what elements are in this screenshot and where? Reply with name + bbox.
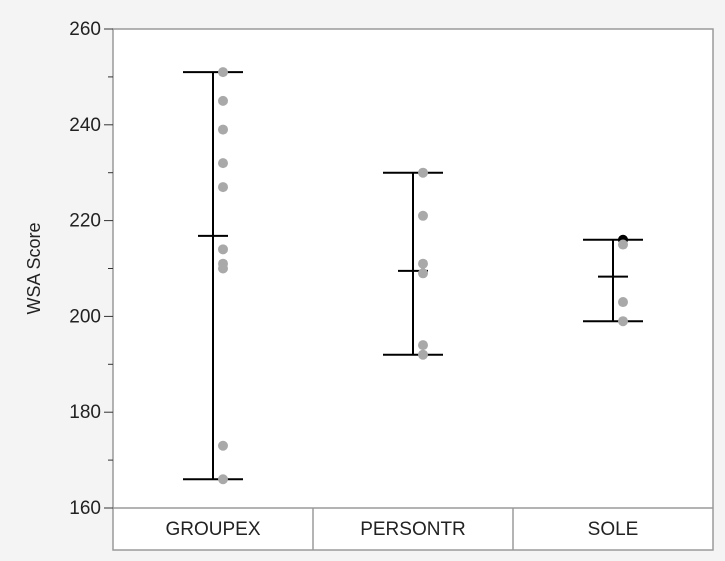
category-label: GROUPEX <box>165 519 260 540</box>
data-point <box>218 263 228 274</box>
data-point <box>218 182 228 193</box>
data-point <box>418 258 428 269</box>
y-axis-title: WSA Score <box>24 222 44 314</box>
marks <box>183 67 643 485</box>
data-point <box>218 67 228 78</box>
y-tick-label: 260 <box>69 19 101 40</box>
group-sole <box>583 234 643 327</box>
data-point <box>418 268 428 279</box>
y-tick-label: 220 <box>69 211 101 232</box>
group-persontr <box>383 167 443 360</box>
x-axis: GROUPEX PERSONTR SOLE <box>113 507 713 550</box>
y-tick-label: 160 <box>69 498 101 519</box>
category-label: SOLE <box>588 519 639 540</box>
data-point <box>218 95 228 106</box>
data-point <box>418 210 428 221</box>
data-point <box>218 158 228 169</box>
y-axis: 160 180 200 220 240 260 <box>69 19 113 519</box>
y-tick-label: 200 <box>69 306 101 327</box>
y-tick-label: 180 <box>69 402 101 423</box>
data-point <box>218 244 228 255</box>
category-label: PERSONTR <box>360 519 466 540</box>
data-point <box>618 239 628 250</box>
data-point <box>418 167 428 178</box>
data-point <box>218 440 228 451</box>
group-groupex <box>183 67 243 485</box>
data-point <box>418 340 428 351</box>
data-point <box>418 349 428 360</box>
data-point <box>618 316 628 327</box>
y-tick-label: 240 <box>69 115 101 136</box>
data-point <box>218 124 228 135</box>
data-point <box>618 297 628 308</box>
data-point <box>218 474 228 485</box>
